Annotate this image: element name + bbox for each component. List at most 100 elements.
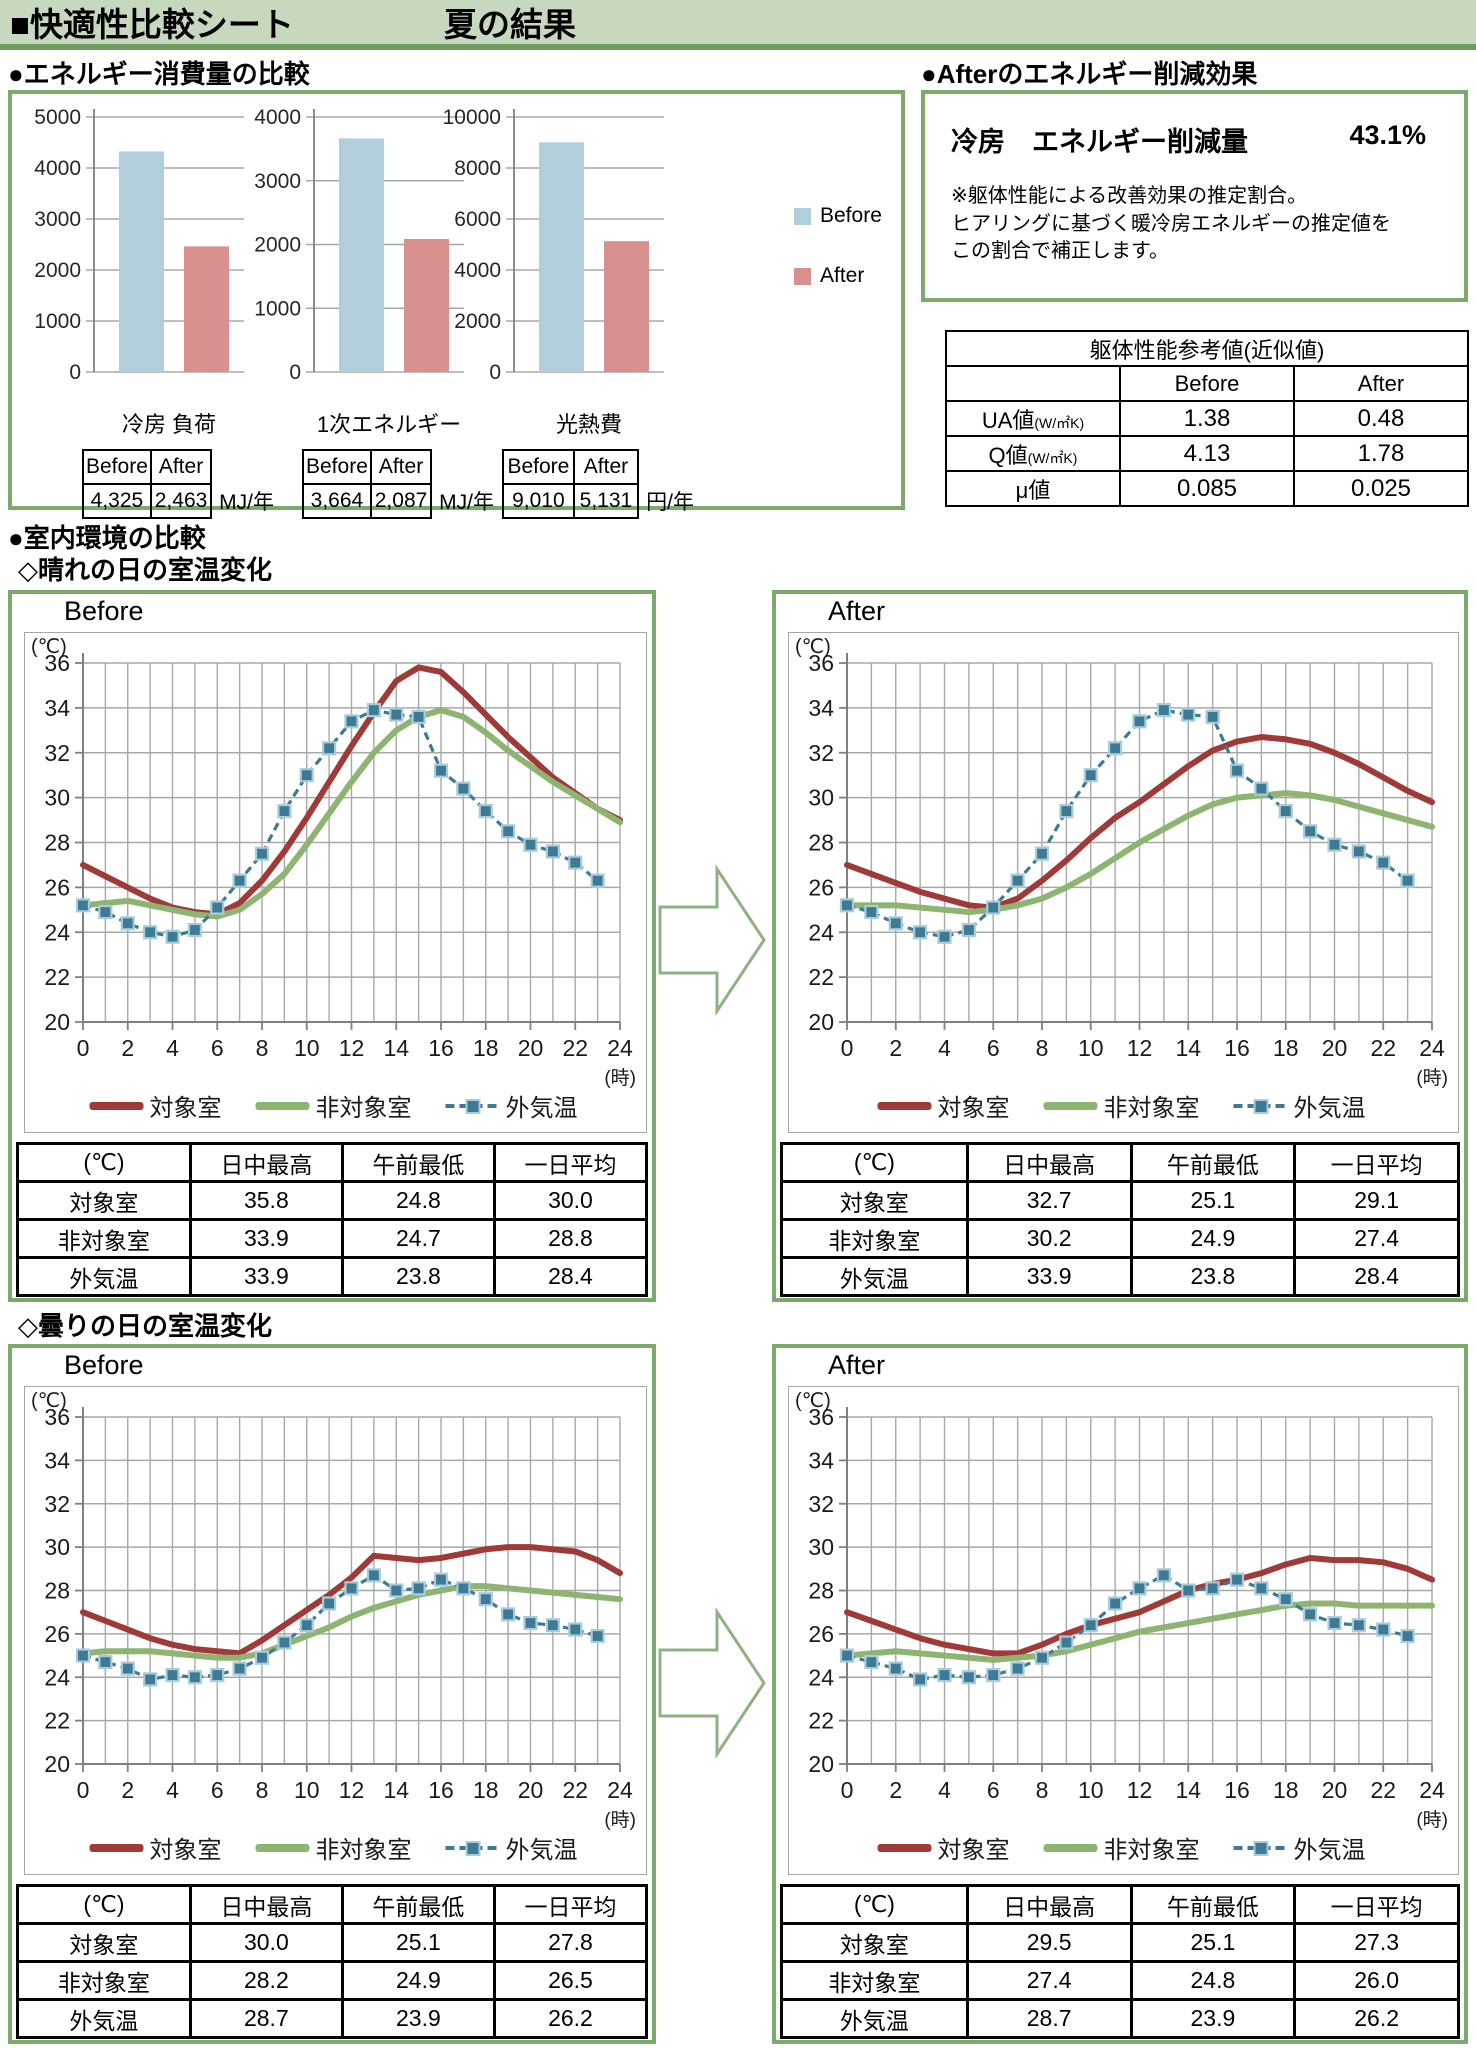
svg-text:6: 6 [211, 1777, 224, 1803]
bar-value-table: Before After 4,325 2,463 [82, 449, 213, 519]
sunny-before-summary-table: (℃) 日中最高 午前最低 一日平均 対象室 35.8 24.8 30.0 非対象室 33.9 24… [16, 1142, 649, 1297]
svg-text:18: 18 [1273, 1777, 1299, 1803]
summary-value-cell: 26.0 [1293, 1960, 1460, 2001]
svg-text:0: 0 [69, 361, 81, 384]
cloudy-before-summary-table: (℃) 日中最高 午前最低 一日平均 対象室 30.0 25.1 27.8 非対象室 28.2 24… [16, 1884, 649, 2039]
svg-text:22: 22 [808, 964, 834, 990]
svg-text:0: 0 [77, 1035, 90, 1061]
svg-text:28: 28 [808, 830, 834, 856]
summary-row-label: 対象室 [780, 1922, 969, 1963]
primary-energy-bar-chart: 0 1000 2000 3000 4000 [254, 106, 464, 384]
value-after: 2,463 [149, 483, 213, 519]
svg-text:22: 22 [808, 1708, 834, 1734]
sunny-after-panel: After 20 22 24 26 28 30 32 34 36 0 2 4 6 8 10 12 14 16 18 2… [772, 590, 1468, 1302]
svg-text:14: 14 [383, 1777, 409, 1803]
summary-row-label: 外気温 [16, 1998, 192, 2039]
temperature-chart-frame: 20 22 24 26 28 30 32 34 36 0 2 4 6 8 10 12 14 16 18 20 22 24(… [788, 632, 1459, 1133]
svg-text:18: 18 [473, 1777, 499, 1803]
svg-text:20: 20 [808, 1751, 834, 1777]
summary-row-label: 外気温 [780, 1998, 969, 2039]
svg-text:2000: 2000 [454, 310, 501, 333]
svg-text:2: 2 [121, 1777, 134, 1803]
svg-text:36: 36 [808, 1404, 834, 1430]
svg-text:4: 4 [166, 1035, 179, 1061]
svg-text:外気温: 外気温 [506, 1095, 578, 1122]
svg-text:16: 16 [1224, 1777, 1250, 1803]
svg-text:36: 36 [808, 650, 834, 676]
svg-text:36: 36 [44, 650, 70, 676]
reduction-value: 43.1% [1349, 120, 1426, 150]
svg-text:24: 24 [607, 1777, 633, 1803]
svg-text:20: 20 [44, 1751, 70, 1777]
svg-text:14: 14 [383, 1035, 409, 1061]
svg-text:6: 6 [987, 1777, 1000, 1803]
value-after: 5,131 [572, 483, 640, 519]
svg-text:非対象室: 非対象室 [1104, 1837, 1200, 1864]
svg-text:4: 4 [938, 1777, 951, 1803]
page-header: ■快適性比較シート 夏の結果 [0, 0, 1476, 44]
bar-chart-title: 冷房 負荷 [121, 412, 217, 437]
summary-value-cell: 33.9 [188, 1218, 344, 1259]
svg-text:非対象室: 非対象室 [1104, 1095, 1200, 1122]
col-header-after: After [572, 449, 640, 485]
svg-text:非対象室: 非対象室 [316, 1837, 412, 1864]
summary-header-cell: 一日平均 [492, 1884, 649, 1925]
bar-chart-block-primary-energy: 0 1000 2000 3000 4000 1次エネルギー Before After 3… [244, 102, 494, 519]
utility-cost-bar-chart: 0 2000 4000 6000 8000 10000 [443, 106, 664, 384]
svg-text:0: 0 [841, 1035, 854, 1061]
svg-text:16: 16 [428, 1777, 454, 1803]
summary-value-cell: 28.8 [492, 1218, 649, 1259]
svg-text:24: 24 [808, 919, 834, 945]
svg-text:32: 32 [44, 1491, 70, 1517]
svg-text:4000: 4000 [34, 157, 81, 180]
summary-header-cell: 日中最高 [965, 1142, 1133, 1183]
summary-value-cell: 28.7 [965, 1998, 1133, 2039]
svg-text:24: 24 [808, 1664, 834, 1690]
summary-header-cell: 日中最高 [965, 1884, 1133, 1925]
svg-text:(時): (時) [604, 1067, 636, 1089]
svg-text:20: 20 [1322, 1777, 1348, 1803]
sunny-heading: ◇晴れの日の室温変化 [18, 555, 272, 585]
summary-row-label: 外気温 [16, 1256, 192, 1297]
summary-value-cell: 28.4 [1293, 1256, 1460, 1297]
svg-text:20: 20 [808, 1009, 834, 1035]
summary-row-label: 対象室 [780, 1180, 969, 1221]
summary-value-cell: 27.8 [492, 1922, 649, 1963]
summary-header-cell: 日中最高 [188, 1142, 344, 1183]
svg-text:8000: 8000 [454, 157, 501, 180]
performance-before-value: 4.13 [1119, 435, 1295, 472]
summary-value-cell: 23.8 [1129, 1256, 1297, 1297]
performance-col-header: After [1293, 365, 1469, 402]
svg-text:3000: 3000 [254, 170, 301, 193]
svg-text:32: 32 [808, 740, 834, 766]
after-swatch [794, 267, 811, 285]
summary-row-label: 非対象室 [780, 1218, 969, 1259]
performance-table-title: 躯体性能参考値(近似値) [945, 330, 1469, 367]
svg-text:10: 10 [294, 1035, 320, 1061]
cloudy-before-panel: Before 20 22 24 26 28 30 32 34 36 0 2 4 6 8 10 12 14 16 18… [8, 1344, 656, 2044]
energy-section-heading: ●エネルギー消費量の比較 [8, 59, 310, 89]
svg-text:2: 2 [121, 1035, 134, 1061]
svg-text:30: 30 [44, 1534, 70, 1560]
svg-text:18: 18 [1273, 1035, 1299, 1061]
svg-text:36: 36 [44, 1404, 70, 1430]
summary-value-cell: 24.8 [1129, 1960, 1297, 2001]
svg-text:2: 2 [889, 1035, 902, 1061]
svg-text:4000: 4000 [254, 106, 301, 129]
reduction-box: 冷房 エネルギー削減量 43.1% ※躯体性能による改善効果の推定割合。 ヒアリ… [921, 90, 1468, 302]
svg-text:30: 30 [808, 1534, 834, 1560]
panel-title: After [828, 1350, 886, 1380]
summary-header-cell: (℃) [780, 1142, 969, 1183]
note-line: この割合で補正します。 [951, 240, 1169, 263]
svg-text:6000: 6000 [454, 208, 501, 231]
summary-value-cell: 27.4 [965, 1960, 1133, 2001]
svg-text:28: 28 [44, 1578, 70, 1604]
svg-text:1000: 1000 [34, 310, 81, 333]
svg-text:対象室: 対象室 [938, 1095, 1010, 1122]
sunny-after-summary-table: (℃) 日中最高 午前最低 一日平均 対象室 32.7 25.1 29.1 非対象室 30.2 24… [780, 1142, 1460, 1297]
svg-text:対象室: 対象室 [938, 1837, 1010, 1864]
